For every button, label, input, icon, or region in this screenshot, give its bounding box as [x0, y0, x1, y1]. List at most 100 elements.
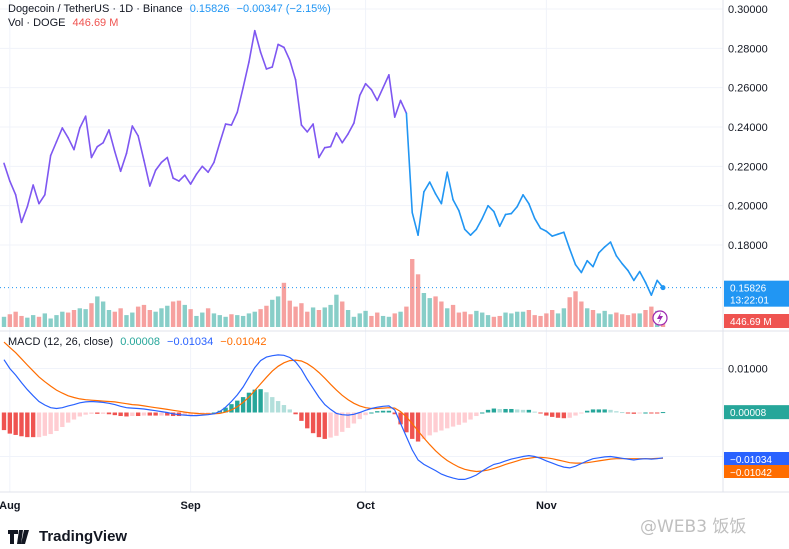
price-line-segment: [218, 123, 227, 144]
macd-histogram-bar: [555, 412, 561, 418]
price-line-segment: [49, 140, 58, 157]
volume-value: 446.69 M: [72, 17, 119, 29]
price-line-segment: [353, 94, 361, 124]
macd-histogram-bar: [485, 409, 491, 413]
price-line-segment: [61, 127, 69, 139]
symbol-header: Dogecoin / TetherUS · 1D · Binance 0.158…: [8, 3, 335, 16]
volume-bar: [386, 316, 392, 327]
macd-histogram-bar: [509, 408, 514, 413]
volume-bar: [631, 313, 637, 327]
volume-bar: [54, 315, 59, 327]
price-line-segment: [294, 79, 303, 126]
price-line-segment: [586, 259, 594, 268]
volume-bar: [573, 291, 578, 327]
price-line-segment: [172, 177, 180, 182]
price-line-segment: [160, 156, 169, 164]
macd-histogram-bar: [124, 412, 129, 417]
price-line-segment: [38, 194, 46, 205]
price-line-segment: [96, 141, 104, 148]
price-line-segment: [358, 82, 367, 97]
macd-histogram-bar: [246, 392, 252, 413]
macd-histogram-bar: [450, 412, 456, 427]
macd-histogram-bar: [322, 412, 327, 439]
macd-histogram-bar: [351, 412, 357, 424]
price-line-segment: [3, 162, 11, 182]
volume-bar: [462, 311, 467, 327]
volume-bar: [421, 293, 427, 327]
volume-bar: [555, 313, 561, 327]
tradingview-logo[interactable]: TradingView: [8, 528, 127, 545]
macd-label: MACD (12, 26, close): [8, 336, 114, 348]
macd-histogram-bar: [200, 412, 205, 414]
volume-bar: [439, 301, 444, 327]
price-line-segment: [242, 61, 250, 89]
macd-histogram-bar: [211, 412, 217, 414]
volume-legend: Vol · DOGE 446.69 M: [8, 17, 122, 30]
price-tick-label: 0.26000: [728, 83, 768, 95]
volume-bar: [235, 315, 240, 327]
volume-bar: [112, 311, 117, 327]
price-line-segment: [102, 129, 110, 144]
price-line-segment: [119, 152, 128, 173]
macd-histogram-bar: [19, 412, 24, 437]
macd-histogram-bar: [369, 412, 374, 414]
volume-bar: [89, 303, 94, 327]
macd-histogram-bar: [54, 412, 59, 431]
volume-bar: [223, 316, 228, 327]
macd-histogram-bar: [100, 412, 106, 414]
price-line-segment: [207, 161, 215, 174]
volume-bar: [281, 282, 287, 327]
price-line-segment: [376, 86, 384, 102]
macd-histogram-bar: [141, 412, 147, 416]
price-line-segment: [568, 248, 577, 266]
price-line-segment: [67, 137, 75, 151]
macd-histogram-bar: [520, 409, 526, 413]
price-line-segment: [114, 150, 122, 173]
price-line-segment: [603, 241, 612, 248]
price-line-segment: [44, 154, 52, 196]
volume-bar: [584, 308, 590, 327]
price-line-segment: [329, 132, 338, 148]
volume-bar: [375, 312, 380, 327]
volume-bar: [456, 312, 462, 327]
macd-histogram-bar: [439, 412, 444, 431]
macd-histogram-bar: [118, 412, 123, 417]
macd-histogram-bar: [7, 412, 13, 434]
macd-histogram-bar: [258, 389, 263, 413]
volume-bar: [205, 308, 211, 327]
price-line-segment: [283, 46, 291, 61]
macd-histogram-bar: [515, 409, 520, 413]
time-tick-label: Oct: [356, 500, 375, 512]
price-line-segment: [522, 194, 530, 205]
price-line-segment: [108, 129, 116, 153]
price-line-segment: [20, 205, 29, 224]
price-line-segment: [428, 181, 437, 195]
price-tick-label: 0.20000: [728, 201, 768, 213]
macd-badge-text: −0.01034: [730, 455, 772, 466]
lightning-icon: [652, 310, 668, 326]
macd-histogram-bar: [375, 411, 380, 413]
price-line-segment: [411, 211, 419, 236]
price-line-segment: [563, 231, 571, 250]
volume-bar: [141, 304, 147, 327]
volume-bar: [450, 304, 456, 327]
price-line-segment: [148, 169, 157, 187]
price-line-segment: [504, 212, 513, 216]
macd-histogram-bar: [36, 412, 42, 438]
volume-bar: [526, 310, 532, 327]
macd-histogram-bar: [30, 412, 36, 438]
price-line-segment: [393, 99, 402, 118]
macd-histogram-bar: [480, 412, 485, 414]
macd-histogram-bar: [42, 412, 48, 436]
volume-bar: [561, 308, 567, 327]
volume-bar: [404, 306, 409, 327]
volume-bar: [147, 310, 152, 327]
price-line-segment: [137, 135, 145, 162]
macd-histogram-bar: [240, 397, 246, 413]
macd-histogram-bar: [316, 412, 322, 438]
price-line-segment: [312, 123, 320, 159]
macd-histogram-bar: [637, 412, 642, 414]
price-line-segment: [224, 123, 233, 126]
price-line-segment: [621, 262, 629, 272]
